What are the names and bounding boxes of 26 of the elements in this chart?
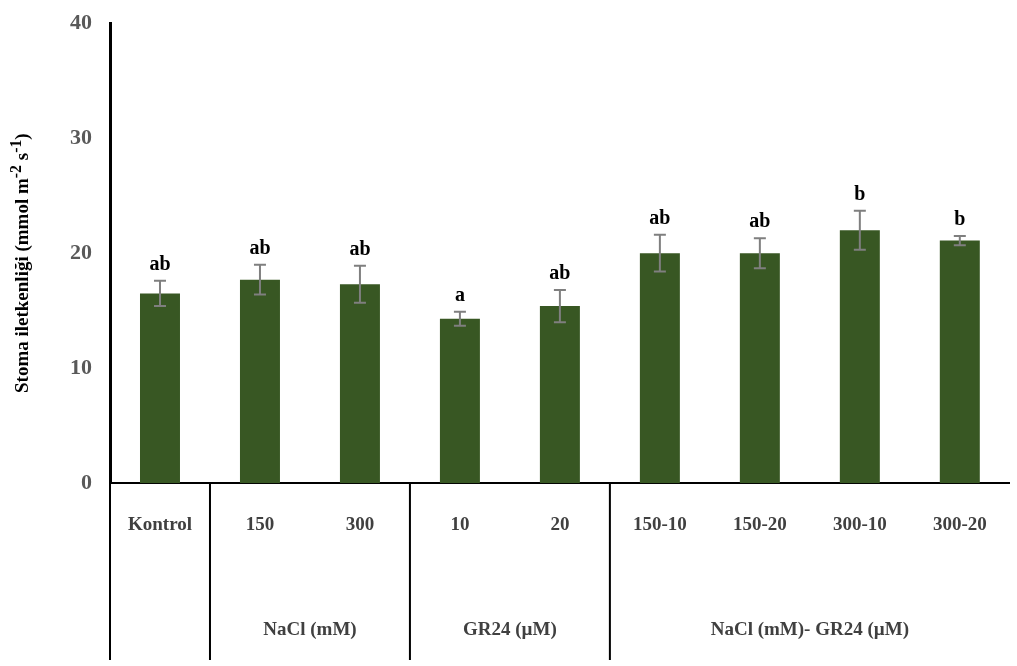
annotation: ab [149,251,171,274]
x-tick-label: Kontrol [127,512,193,534]
x-tick-label: 10 [450,512,470,534]
x-tick-label: 300-10 [832,512,887,534]
y-tick-label: 30 [70,123,92,149]
annotation: a [454,283,465,306]
annotation: b [954,207,966,230]
x-tick-label: 150-20 [732,512,787,534]
y-tick-label: 40 [70,8,92,34]
x-tick-label: 150-10 [632,512,687,534]
annotation: ab [549,261,571,284]
annotation: b [854,181,866,204]
text: NaCl (mM)- GR24 (µM) [710,617,909,640]
x-tick-label: 150 [245,512,275,534]
y-tick-label: 0 [81,468,92,494]
x-tick-label: 20 [550,512,570,534]
x-tick-label: 300-20 [932,512,987,534]
text: GR24 (µM) [463,617,557,640]
y-tick-label: 20 [70,238,92,264]
y-tick-label: 10 [70,353,92,379]
text: NaCl (mM) [263,617,357,640]
annotation: ab [249,235,271,258]
annotation: ab [749,209,771,232]
annotation: ab [649,205,671,228]
x-tick-label: 300 [345,512,375,534]
annotation: ab [349,237,371,260]
